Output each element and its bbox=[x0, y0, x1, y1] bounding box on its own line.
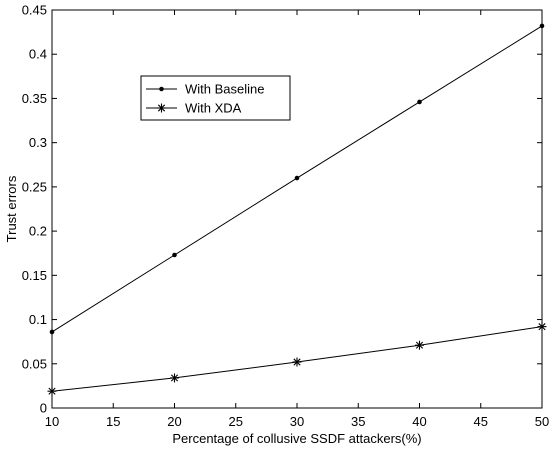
data-point-with-baseline bbox=[417, 99, 422, 105]
y-tick-label: 0.3 bbox=[29, 135, 47, 150]
data-point-with-xda bbox=[47, 386, 57, 396]
y-tick-label: 0.15 bbox=[22, 268, 47, 283]
data-point-with-xda bbox=[292, 357, 302, 367]
data-point-with-baseline bbox=[49, 329, 55, 335]
data-point-with-xda bbox=[170, 373, 179, 383]
y-tick-label: 0.2 bbox=[29, 224, 47, 239]
series-with-xda bbox=[47, 322, 547, 396]
legend-marker bbox=[159, 86, 164, 92]
x-axis-label: Percentage of collusive SSDF attackers(%… bbox=[172, 431, 421, 446]
x-tick-label: 35 bbox=[351, 414, 365, 429]
y-tick-label: 0.35 bbox=[22, 91, 47, 106]
y-tick-label: 0.45 bbox=[22, 3, 47, 18]
legend-marker bbox=[157, 103, 166, 113]
series-with-baseline bbox=[49, 23, 545, 335]
y-tick-label: 0 bbox=[40, 401, 47, 416]
x-tick-label: 25 bbox=[229, 414, 243, 429]
data-point-with-baseline bbox=[539, 23, 545, 29]
legend-label: With XDA bbox=[185, 101, 242, 116]
asterisk-stroke bbox=[157, 104, 166, 112]
legend-box bbox=[140, 75, 291, 121]
asterisk-stroke bbox=[293, 358, 301, 366]
y-tick-label: 0.05 bbox=[22, 356, 47, 371]
x-tick-label: 10 bbox=[45, 414, 59, 429]
data-point-with-baseline bbox=[172, 252, 177, 258]
asterisk-stroke bbox=[48, 387, 56, 395]
y-tick-label: 0.1 bbox=[29, 312, 47, 327]
series-layer bbox=[47, 23, 547, 396]
x-tick-label: 20 bbox=[167, 414, 181, 429]
legend-label: With Baseline bbox=[185, 82, 264, 97]
data-point-with-xda bbox=[415, 340, 424, 350]
x-tick-label: 15 bbox=[106, 414, 120, 429]
x-tick-label: 40 bbox=[412, 414, 426, 429]
legend-item-with-xda: With XDA bbox=[146, 101, 242, 116]
legend-item-with-baseline: With Baseline bbox=[146, 82, 264, 97]
asterisk-stroke bbox=[415, 341, 424, 349]
asterisk-stroke bbox=[538, 323, 546, 331]
y-axis-label: Trust errors bbox=[4, 175, 19, 242]
axis-ticks: 10 15 20 25 30 35 40 45 50 0 0.05 0.1 0.15 0.2 0.25 0.3… bbox=[22, 3, 550, 430]
y-tick-label: 0.4 bbox=[29, 47, 47, 62]
asterisk-stroke bbox=[170, 374, 179, 382]
y-tick-label: 0.25 bbox=[22, 179, 47, 194]
x-tick-label: 45 bbox=[474, 414, 488, 429]
data-point-with-baseline bbox=[294, 175, 300, 181]
x-tick-label: 30 bbox=[290, 414, 304, 429]
x-tick-label: 50 bbox=[535, 414, 549, 429]
legend: With Baseline With XDA bbox=[140, 75, 291, 121]
data-point-with-xda bbox=[537, 322, 547, 332]
